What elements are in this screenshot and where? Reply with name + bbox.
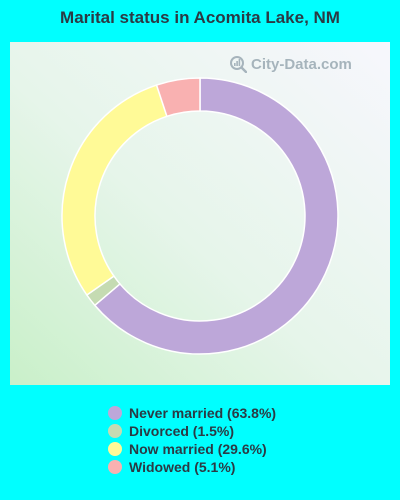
legend-label: Now married (29.6%): [129, 441, 267, 457]
legend: Never married (63.8%) Divorced (1.5%) Now …: [108, 404, 276, 476]
donut-slice-widowed: [155, 77, 201, 118]
legend-item-divorced: Divorced (1.5%): [108, 422, 276, 440]
magnifier-icon: [230, 56, 247, 73]
legend-item-never-married: Never married (63.8%): [108, 404, 276, 422]
watermark-text: City-Data.com: [251, 55, 352, 73]
legend-swatch: [108, 442, 122, 456]
legend-swatch: [108, 460, 122, 474]
legend-label: Widowed (5.1%): [129, 459, 236, 475]
legend-swatch: [108, 406, 122, 420]
chart-title: Marital status in Acomita Lake, NM: [60, 8, 340, 27]
legend-item-now-married: Now married (29.6%): [108, 440, 276, 458]
legend-label: Divorced (1.5%): [129, 423, 235, 439]
donut-slice-now-married: [61, 84, 168, 297]
watermark: City-Data.com: [229, 55, 352, 73]
legend-label: Never married (63.8%): [129, 405, 277, 421]
donut-slice-never-married: [93, 77, 339, 355]
legend-swatch: [108, 424, 122, 438]
legend-item-widowed: Widowed (5.1%): [108, 458, 276, 476]
